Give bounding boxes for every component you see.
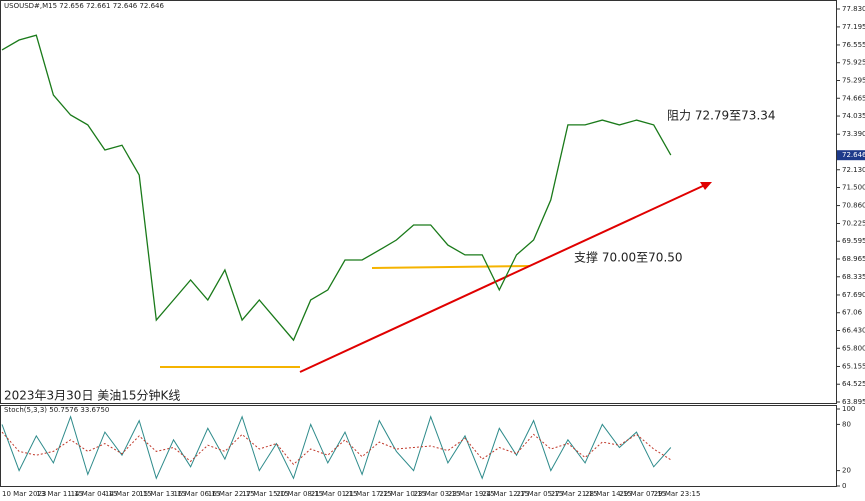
main-frame	[0, 0, 837, 404]
y-tick-label: 63.895	[842, 398, 865, 406]
price-tag-label: 72.646	[842, 151, 865, 159]
y-tick-label: 76.555	[842, 41, 865, 49]
y-tick-label: 74.665	[842, 94, 865, 102]
y-tick-label: 75.295	[842, 76, 865, 84]
y-tick-label: 65.155	[842, 362, 865, 370]
x-tick-label: 21 Mar 17:15	[345, 490, 392, 498]
trend-line	[299, 184, 706, 373]
x-tick-label: 16 Mar 06:15	[174, 490, 221, 498]
y-tick-label: 64.525	[842, 380, 865, 388]
x-tick-label: 27 Mar 21:15	[551, 490, 598, 498]
x-tick-label: 23 Mar 03:15	[414, 490, 461, 498]
x-tick-label: 14 Mar 20:15	[105, 490, 152, 498]
x-tick-label: 22 Mar 10:15	[379, 490, 426, 498]
y-tick-label: 70.860	[842, 202, 865, 210]
y-tick-label: 67.06	[842, 309, 863, 317]
x-tick-label: 23 Mar 19:15	[448, 490, 495, 498]
x-tick-label: 15 Mar 13:15	[139, 490, 186, 498]
y-tick-label: 65.800	[842, 344, 865, 352]
y-tick-label: 20	[842, 467, 851, 475]
y-tick-label: 100	[842, 405, 855, 413]
x-tick-label: 28 Mar 14:15	[585, 490, 632, 498]
caption: 2023年3月30日 美油15分钟K线	[4, 388, 180, 403]
y-tick-label: 80	[842, 420, 851, 428]
y-tick-label: 77.195	[842, 23, 865, 31]
resistance-note: 阻力 72.79至73.34	[667, 109, 776, 123]
y-tick-label: 71.500	[842, 184, 865, 192]
x-tick-label: 16 Mar 22:15	[208, 490, 255, 498]
symbol-info: USOUSD#,M15 72.656 72.661 72.646 72.646	[4, 2, 164, 10]
x-tick-label: 10 Mar 2023	[2, 490, 46, 498]
x-tick-label: 24 Mar 12:15	[482, 490, 529, 498]
x-tick-label: 17 Mar 15:15	[242, 490, 289, 498]
x-tick-label: 20 Mar 08:15	[276, 490, 323, 498]
price-line	[1, 415, 672, 480]
stoch-frame	[0, 405, 837, 487]
trend-arrow	[700, 182, 712, 190]
stoch-info: Stoch(5,3,3) 50.7576 33.6750	[4, 406, 109, 414]
y-tick-label: 68.335	[842, 273, 865, 281]
support-note: 支撑 70.00至70.50	[574, 250, 683, 265]
y-tick-label: 69.595	[842, 237, 865, 245]
y-tick-label: 77.830	[842, 5, 865, 13]
y-tick-label: 68.965	[842, 255, 865, 263]
x-tick-label: 29 Mar 23:15	[654, 490, 701, 498]
x-tick-label: 14 Mar 04:15	[71, 490, 118, 498]
y-tick-label: 67.690	[842, 291, 865, 299]
y-tick-label: 66.430	[842, 327, 865, 335]
y-tick-label: 73.390	[842, 130, 865, 138]
price-tag	[837, 150, 865, 161]
y-tick-label: 74.035	[842, 112, 865, 120]
y-tick-label: 72.130	[842, 166, 865, 174]
y-tick-label: 70.225	[842, 219, 865, 227]
x-tick-label: 27 Mar 05:15	[517, 490, 564, 498]
y-tick-label: 0	[842, 482, 846, 490]
x-tick-label: 29 Mar 07:15	[619, 490, 666, 498]
x-tick-label: 21 Mar 01:15	[311, 490, 358, 498]
x-tick-label: 13 Mar 11:15	[36, 490, 83, 498]
y-tick-label: 75.925	[842, 59, 865, 67]
support-line	[371, 265, 531, 269]
price-line	[1, 34, 672, 342]
